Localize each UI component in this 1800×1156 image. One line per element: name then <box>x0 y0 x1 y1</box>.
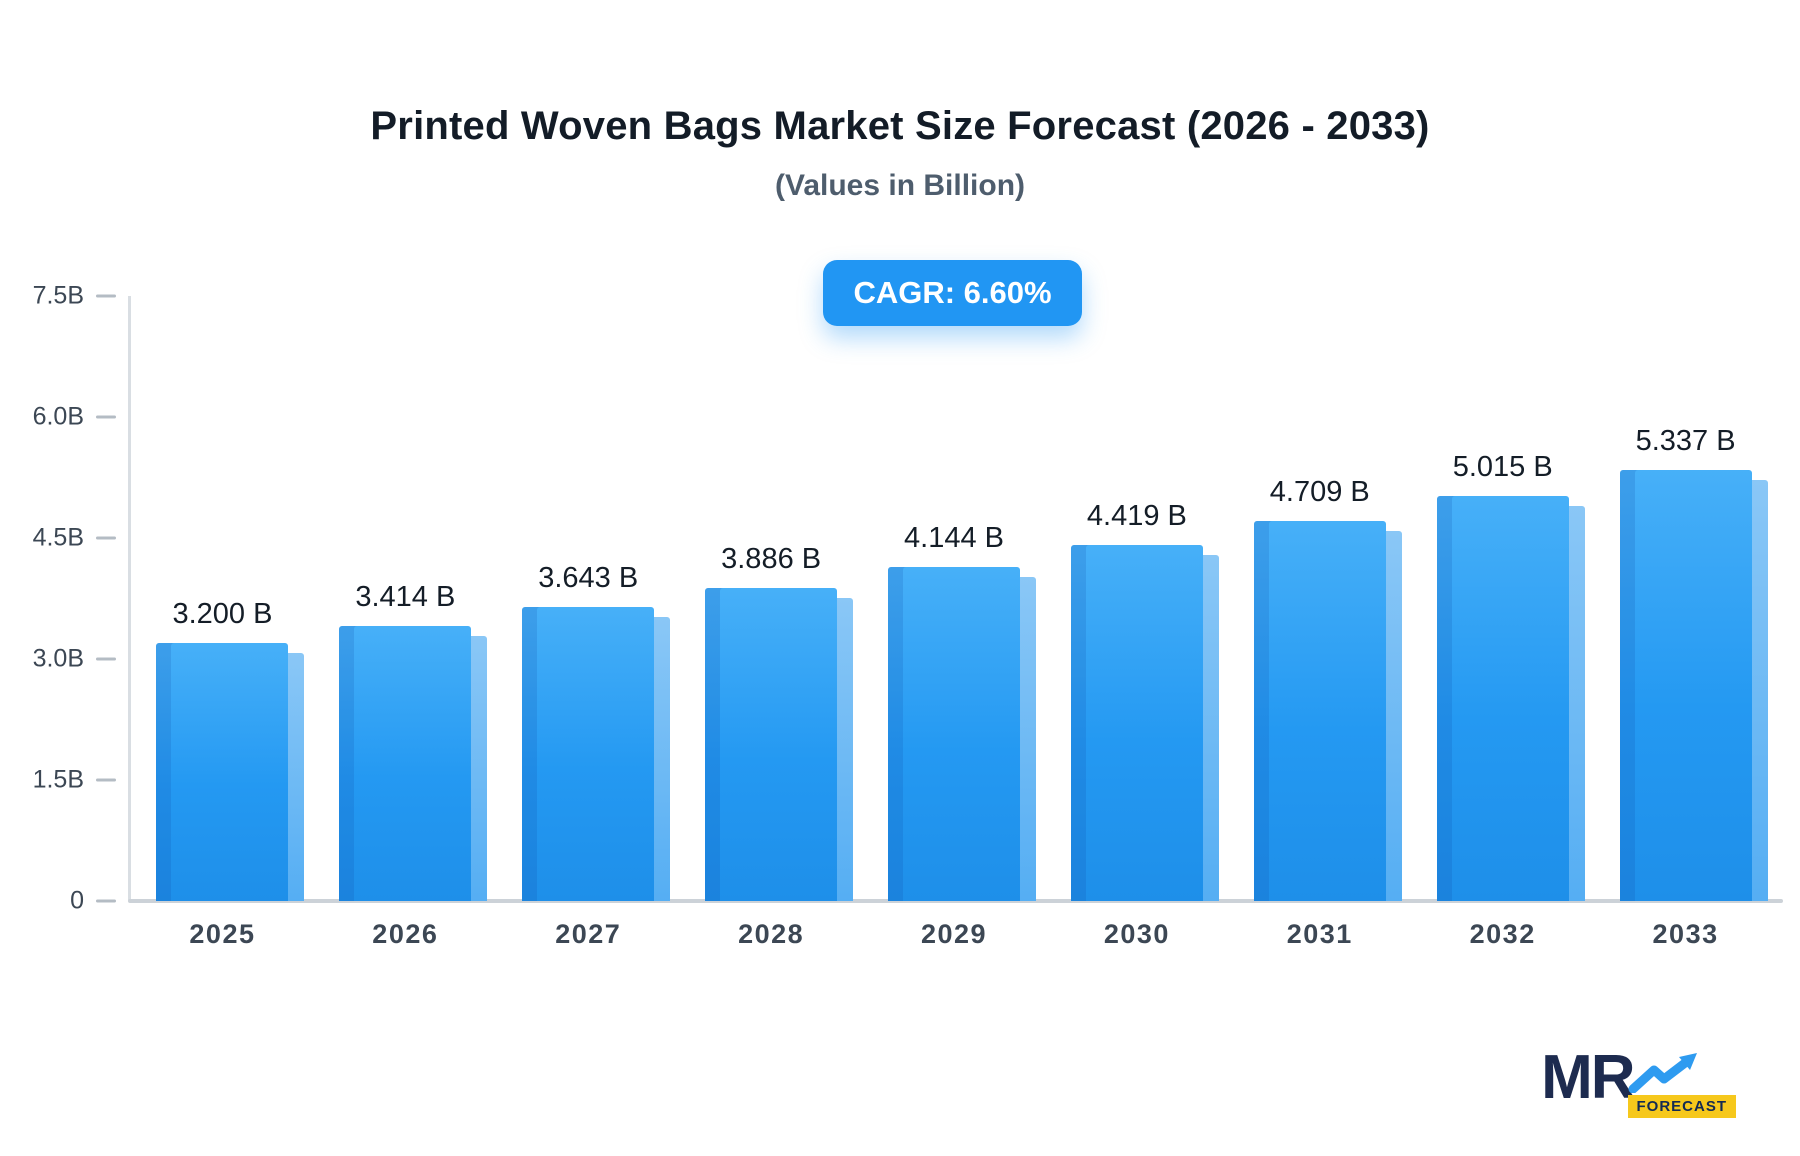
y-tick-dash-icon <box>96 294 116 298</box>
x-axis-label: 2031 <box>1286 919 1353 949</box>
logo-forecast-badge: FORECAST <box>1627 1095 1736 1118</box>
y-tick-label: 6.0B <box>32 402 84 431</box>
y-tick-label: 3.0B <box>32 644 84 673</box>
bar-column: 4.419 B <box>1045 296 1228 902</box>
chart-header: Printed Woven Bags Market Size Forecast … <box>0 104 1800 203</box>
bar <box>1070 544 1219 902</box>
bar-column: 5.337 B <box>1594 296 1777 901</box>
bar-column: 3.886 B <box>680 296 863 902</box>
chart-subtitle: (Values in Billion) <box>774 169 1026 202</box>
chart-title: Printed Woven Bags Market Size Forecast … <box>370 104 1430 148</box>
y-tick-label: 7.5B <box>32 281 84 310</box>
x-axis-label: 2033 <box>1652 919 1719 949</box>
bar-value-label: 4.709 B <box>1269 476 1370 509</box>
trend-arrow-icon <box>1628 1053 1697 1093</box>
bar <box>1253 521 1402 901</box>
cagr-badge: CAGR: 6.60% <box>823 260 1082 326</box>
y-tick-dash-icon <box>96 536 116 540</box>
logo-brand-text: MR <box>1541 1043 1635 1112</box>
y-tick-label: 1.5B <box>32 765 84 794</box>
y-tick-dash-icon <box>96 415 116 419</box>
bar <box>1619 470 1768 901</box>
plot-area: 3.200 B 3.414 B 3.643 B 3.886 B 4.144 B 4.419… <box>128 296 1783 949</box>
bar <box>888 566 1036 902</box>
x-axis-label: 2030 <box>1103 919 1170 949</box>
bar-chart: 0 1.5B 3.0B 4.5B 6.0B 7.5B 3.200 B 3.414 B 3.64… <box>33 282 1783 949</box>
bar-column: 3.200 B <box>131 296 314 902</box>
bar-value-label: 5.015 B <box>1452 451 1553 484</box>
logo-right-block: FORECAST <box>1627 1053 1736 1118</box>
bar <box>339 625 488 902</box>
bar-column: 3.414 B <box>314 296 497 902</box>
x-axis-label: 2026 <box>372 919 439 949</box>
bar-value-label: 3.200 B <box>172 597 273 630</box>
y-axis: 0 1.5B 3.0B 4.5B 6.0B 7.5B <box>0 282 128 915</box>
y-tick-dash-icon <box>96 657 116 661</box>
bar-value-label: 4.144 B <box>904 521 1004 554</box>
y-tick-label: 4.5B <box>32 523 84 552</box>
x-axis-label: 2029 <box>920 919 988 949</box>
bar-value-label: 3.643 B <box>538 562 639 595</box>
x-axis-label: 2027 <box>555 919 622 949</box>
x-axis-label: 2032 <box>1469 919 1536 949</box>
x-axis-labels: 2025 2026 2027 2028 2029 2030 2031 2032 2033 <box>131 919 1777 950</box>
bar-value-label: 3.414 B <box>355 580 456 613</box>
bar <box>156 642 305 902</box>
bar <box>1436 496 1585 901</box>
bar-value-label: 4.419 B <box>1086 499 1187 532</box>
y-tick-dash-icon <box>96 899 116 903</box>
bar-column: 5.015 B <box>1411 296 1594 901</box>
bar-column: 4.144 B <box>863 296 1046 902</box>
bars-layer: 3.200 B 3.414 B 3.643 B 3.886 B 4.144 B 4.419… <box>131 296 1777 902</box>
brand-logo: MR FORECAST <box>1541 1043 1736 1118</box>
bar-value-label: 5.337 B <box>1635 425 1736 458</box>
cagr-badge-wrap: CAGR: 6.60% <box>128 260 1777 326</box>
y-tick-dash-icon <box>96 778 116 782</box>
bar-value-label: 3.886 B <box>721 542 822 575</box>
x-axis-baseline <box>128 899 1783 903</box>
bar-column: 3.643 B <box>497 296 680 901</box>
y-tick-label: 0 <box>70 886 84 915</box>
bar <box>522 607 671 901</box>
x-axis-label: 2028 <box>738 919 805 949</box>
bar-column: 4.709 B <box>1228 296 1411 901</box>
bar <box>705 587 854 902</box>
x-axis-label: 2025 <box>189 919 256 949</box>
